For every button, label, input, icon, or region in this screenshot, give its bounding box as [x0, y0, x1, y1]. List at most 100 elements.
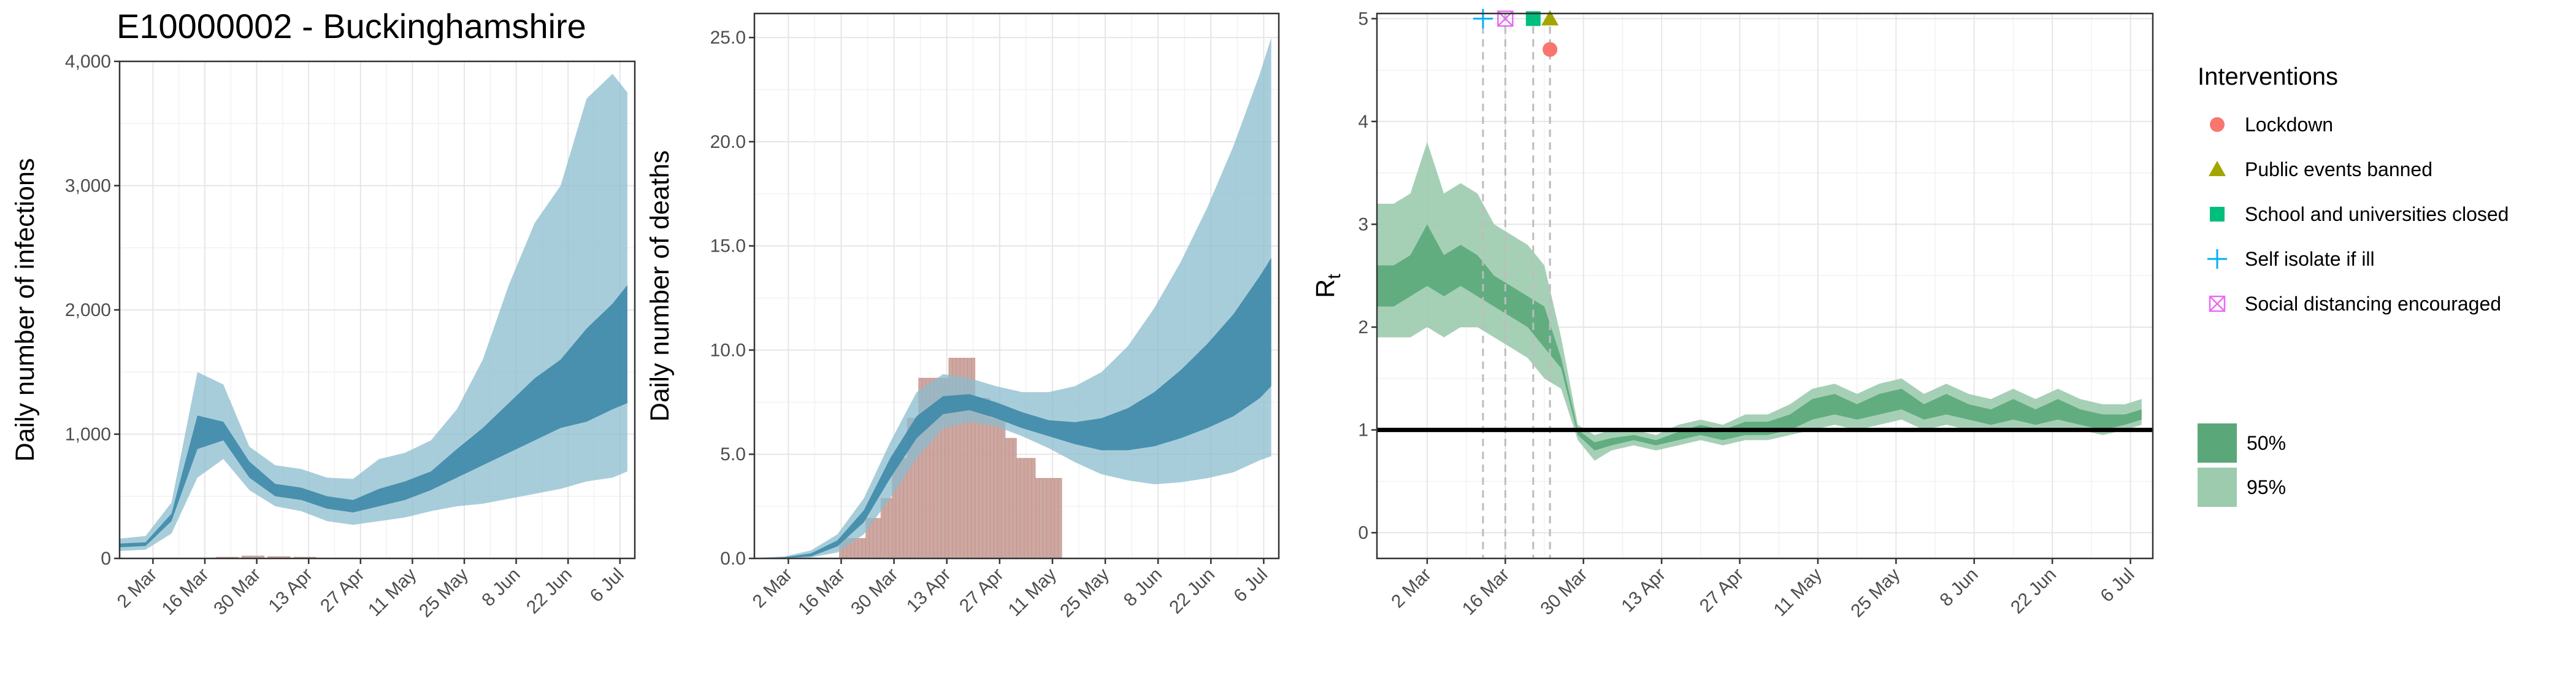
lockdown-marker [1543, 42, 1558, 57]
x-tick-label: 27 Apr [1696, 565, 1748, 617]
x-tick-label: 22 Jun [523, 565, 576, 618]
x-tick-label: 30 Mar [1536, 565, 1591, 619]
y-tick-label: 3,000 [65, 176, 111, 196]
x-tick-label: 11 May [1770, 565, 1826, 620]
reported-bar [1001, 418, 1006, 559]
x-tick-label: 25 May [1056, 565, 1113, 622]
band-50 [120, 285, 627, 547]
x-tick-label: 30 Mar [210, 565, 264, 619]
band-95 [120, 74, 627, 551]
legend-ci-label: 95% [2247, 476, 2286, 498]
reported-bar [990, 418, 994, 559]
self-isolate-marker [1473, 9, 1493, 29]
x-tick-label: 27 Apr [956, 565, 1008, 617]
x-tick-label: 8 Jun [1936, 565, 1982, 611]
x-tick-label: 8 Jun [478, 565, 524, 611]
x-tick-label: 6 Jul [586, 565, 628, 606]
y-tick-label: 3 [1358, 214, 1368, 234]
reported-bar [888, 498, 892, 559]
reported-bar [1046, 478, 1051, 559]
x-tick-label: 2 Mar [749, 565, 797, 612]
x-tick-label: 2 Mar [113, 565, 161, 612]
y-tick-label: 0 [101, 549, 111, 569]
public-events-banned-marker [1541, 10, 1559, 26]
legend-item-label: Lockdown [2245, 114, 2333, 136]
reported-bar [854, 538, 859, 559]
reported-bar [1005, 438, 1010, 559]
interventions-legend: Interventions Lockdown Public events bann… [2198, 63, 2509, 507]
x-tick-label: 13 Apr [903, 565, 955, 617]
reported-bar [997, 418, 1002, 559]
y-tick-label: 4 [1358, 112, 1368, 132]
y-tick-label: 0.0 [720, 549, 746, 569]
x-tick-label: 25 May [1847, 565, 1904, 622]
reported-bar [1050, 478, 1055, 559]
reported-bar [884, 498, 889, 559]
rt-panel: 0 1 2 3 4 5 2 Mar 16 Mar 30 Mar 13 Apr 27 Apr 11 Ma… [1311, 9, 2154, 622]
y-tick-label: 0 [1358, 523, 1368, 543]
lockdown-marker [2210, 117, 2225, 132]
legend-ci-label: 50% [2247, 432, 2286, 454]
x-tick-label: 11 May [1005, 565, 1060, 620]
reported-bar [1039, 478, 1043, 559]
y-axis-label: Rt [1311, 274, 1344, 298]
y-tick-label: 1 [1358, 420, 1368, 441]
public-events-banned-marker [2209, 161, 2226, 176]
y-tick-label: 15.0 [710, 236, 746, 257]
reported-bar [1027, 458, 1032, 559]
y-tick-label: 2,000 [65, 300, 111, 320]
x-tick-label: 6 Jul [1230, 565, 1271, 606]
y-axis-label-subscript: t [1324, 274, 1344, 279]
y-axis-label: Daily number of deaths [645, 150, 675, 422]
legend-item-label: Self isolate if ill [2245, 248, 2375, 270]
panel-frame [1376, 12, 2154, 560]
x-tick-label: 16 Mar [794, 565, 849, 619]
reported-bar [873, 518, 878, 559]
x-tick-label: 2 Mar [1387, 565, 1435, 612]
y-tick-label: 2 [1358, 317, 1368, 338]
reported-bar [862, 538, 866, 559]
reported-bar [1024, 458, 1029, 559]
x-tick-label: 16 Mar [158, 565, 213, 619]
self-isolate-marker [2207, 249, 2227, 269]
x-tick-label: 22 Jun [2007, 565, 2060, 618]
reported-bar [1043, 478, 1047, 559]
reported-bar [994, 418, 998, 559]
reported-bar [1013, 438, 1017, 559]
y-tick-label: 5.0 [720, 444, 746, 465]
reported-bar [1035, 478, 1040, 559]
legend-item-label: School and universities closed [2245, 203, 2509, 225]
legend-ci-swatch [2198, 468, 2237, 507]
band-50 [754, 258, 1271, 558]
reported-bar [1031, 458, 1036, 559]
y-axis-label: Daily number of infections [10, 158, 40, 462]
band-50 [1377, 224, 2142, 451]
x-tick-label: 13 Apr [264, 565, 316, 617]
y-tick-label: 1,000 [65, 425, 111, 445]
school-closed-marker [2210, 207, 2225, 222]
y-tick-label: 20.0 [710, 132, 746, 152]
x-tick-label: 27 Apr [316, 565, 369, 617]
reported-bar [1008, 438, 1013, 559]
x-tick-label: 22 Jun [1165, 565, 1219, 618]
x-tick-label: 16 Mar [1459, 565, 1513, 619]
legend-item-label: Public events banned [2245, 158, 2432, 180]
social-distancing-marker [2209, 295, 2226, 312]
legend-item-label: Social distancing encouraged [2245, 293, 2501, 315]
x-tick-label: 11 May [364, 565, 420, 620]
figure-title: E10000002 - Buckinghamshire [117, 7, 586, 45]
reported-bar [876, 518, 881, 559]
legend-title: Interventions [2198, 63, 2338, 90]
band-95 [1377, 142, 2142, 461]
reported-bar [1016, 458, 1021, 559]
reported-bar [1057, 478, 1062, 559]
reported-bar [857, 538, 862, 559]
reported-bar [1020, 458, 1025, 559]
x-tick-label: 25 May [415, 565, 472, 622]
y-tick-label: 10.0 [710, 340, 746, 360]
legend-ci-swatch [2198, 423, 2237, 463]
x-tick-label: 13 Apr [1617, 565, 1669, 617]
